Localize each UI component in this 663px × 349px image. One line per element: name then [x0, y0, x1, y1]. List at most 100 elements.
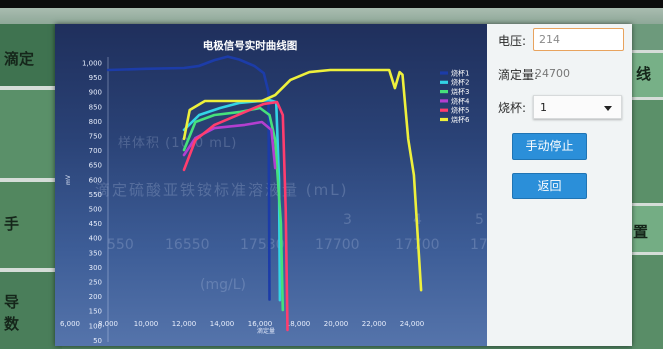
screen-bezel: [0, 0, 663, 8]
divider: [0, 268, 62, 272]
series-line-5: [182, 100, 289, 332]
legend-swatch: [440, 71, 448, 75]
side-panel-block: [632, 24, 663, 50]
chart-title: 电极信号实时曲线图: [203, 39, 298, 52]
divider: [632, 50, 663, 53]
beaker-label: 烧杯:: [498, 101, 527, 115]
legend-item: 烧杯1: [440, 68, 469, 77]
y-tick-label: 550: [89, 191, 102, 199]
y-tick-label: 1,000: [82, 60, 102, 68]
series-line-4: [182, 120, 277, 170]
background-ghost-text: 17: [470, 237, 487, 253]
legend-swatch: [440, 90, 448, 94]
legend-swatch: [440, 80, 448, 84]
nav-tab-label: 导: [4, 293, 20, 311]
nav-tab-titration[interactable]: 滴定: [0, 24, 62, 86]
divider: [632, 252, 663, 255]
legend-swatch: [440, 108, 448, 112]
nav-tab-manual[interactable]: 手: [0, 182, 62, 268]
y-tick-label: 350: [89, 249, 102, 257]
divider: [632, 203, 663, 206]
beaker-select[interactable]: 1: [533, 95, 622, 119]
legend-label: 烧杯6: [451, 115, 470, 124]
x-tick-label: 16,000: [248, 320, 273, 328]
background-ghost-text: 17530: [240, 237, 285, 253]
nav-tab-label: 数: [4, 315, 20, 333]
series-line-6: [182, 68, 423, 292]
legend-label: 烧杯5: [451, 106, 469, 115]
y-tick-label: 150: [89, 308, 102, 316]
voltage-field[interactable]: 214: [533, 28, 624, 51]
background-ghost-text: 17700: [315, 237, 360, 253]
legend-label: 烧杯4: [451, 96, 470, 105]
y-tick-label: 100: [89, 322, 102, 330]
x-tick-label: 6,000: [60, 320, 80, 328]
y-tick-label: 900: [89, 89, 102, 97]
background-ghost-text: 3: [343, 212, 352, 228]
divider: [0, 178, 62, 182]
titrant-volume-label: 滴定量:: [498, 68, 539, 82]
y-tick-label: 250: [89, 279, 102, 287]
series-line-2: [182, 98, 282, 302]
x-tick-label: 20,000: [324, 320, 349, 328]
y-tick-label: 500: [89, 206, 102, 214]
voltage-value: 214: [539, 33, 560, 46]
side-panel-block: [632, 100, 663, 203]
side-panel-block: [632, 255, 663, 349]
x-tick-label: 14,000: [210, 320, 235, 328]
chart-panel: 样体积 (10.0 mL) 滴定硫酸亚铁铵标准溶液量 (mL) 3 4 5 55…: [55, 24, 487, 346]
y-tick-label: 450: [89, 220, 102, 228]
side-tab-settings[interactable]: 置: [632, 206, 663, 252]
control-panel: 电压: 214 滴定量: 24700 烧杯: 1 手动停止 返回: [487, 24, 632, 346]
nav-tab-label: 滴定: [4, 50, 35, 68]
legend-item: 烧杯5: [440, 106, 469, 115]
x-tick-label: 12,000: [172, 320, 197, 328]
titrant-volume-value: 24700: [535, 67, 570, 80]
voltage-label: 电压:: [498, 34, 527, 48]
y-tick-label: 750: [89, 133, 102, 141]
series-line-3: [182, 106, 285, 312]
x-tick-label: 8,000: [98, 320, 118, 328]
x-tick-label: 18,000: [286, 320, 311, 328]
back-button[interactable]: 返回: [512, 173, 587, 199]
x-tick-label: 10,000: [134, 320, 159, 328]
y-axis-title: mV: [65, 174, 72, 185]
beaker-selected-value: 1: [540, 101, 547, 114]
divider: [0, 86, 62, 90]
nav-tab-export[interactable]: 导 数: [0, 272, 62, 349]
y-tick-label: 700: [89, 147, 102, 155]
legend-label: 烧杯2: [451, 78, 469, 87]
legend-item: 烧杯2: [440, 78, 469, 87]
background-ghost-text: 样体积 (10.0 mL): [118, 136, 238, 151]
legend-label: 烧杯1: [451, 68, 469, 77]
legend-swatch: [440, 117, 448, 122]
manual-stop-button[interactable]: 手动停止: [512, 133, 587, 160]
series-line-1: [106, 55, 271, 301]
x-tick-label: 22,000: [362, 320, 387, 328]
nav-tab[interactable]: [0, 90, 62, 178]
legend-label: 烧杯3: [451, 87, 469, 96]
legend-item: 烧杯4: [440, 96, 470, 105]
side-tab-label: 线: [636, 65, 652, 83]
legend-swatch: [440, 99, 448, 103]
y-tick-label: 300: [89, 264, 102, 272]
y-tick-label: 950: [89, 74, 102, 82]
side-tab-label: 置: [633, 223, 649, 241]
manual-stop-label: 手动停止: [525, 139, 574, 153]
y-tick-label: 200: [89, 293, 102, 301]
x-axis-title: 滴定量: [257, 327, 275, 335]
y-tick-label: 650: [89, 162, 102, 170]
nav-tab-label: 手: [4, 215, 20, 233]
background-ghost-text: 550: [107, 237, 134, 253]
app-top-bar: [0, 8, 663, 24]
y-tick-label: 50: [93, 337, 102, 345]
legend-item: 烧杯6: [440, 115, 470, 124]
y-tick-label: 600: [89, 176, 102, 184]
chevron-down-icon: [604, 106, 612, 111]
side-tab-curve[interactable]: 线: [632, 53, 663, 97]
y-tick-label: 800: [89, 118, 102, 126]
y-tick-label: 400: [89, 235, 102, 243]
legend-item: 烧杯3: [440, 87, 469, 96]
